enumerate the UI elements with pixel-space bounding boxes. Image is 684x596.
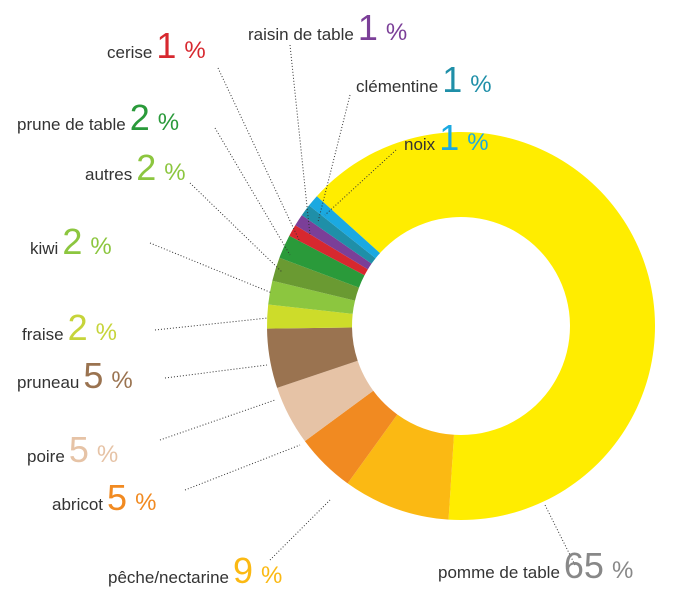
unit-label: %	[261, 562, 282, 589]
category-label: pomme de table	[438, 563, 560, 582]
leader-line	[149, 242, 273, 294]
category-label: pêche/nectarine	[108, 568, 229, 587]
category-label: kiwi	[30, 239, 58, 258]
donut-slice	[267, 304, 353, 329]
slice-label: prune de table 2%	[17, 97, 179, 138]
category-label: poire	[27, 447, 65, 466]
value-label: 1	[439, 117, 459, 158]
leader-line	[184, 444, 301, 491]
leader-line	[164, 364, 268, 379]
unit-label: %	[96, 319, 117, 346]
donut-slice	[279, 235, 365, 288]
value-label: 65	[564, 545, 604, 586]
leader-line	[159, 399, 276, 441]
slice-label: abricot 5%	[52, 477, 156, 518]
value-label: 5	[107, 477, 127, 518]
donut-slice	[289, 225, 368, 276]
category-label: abricot	[52, 495, 103, 514]
slice-label: pruneau 5%	[17, 355, 133, 396]
leader-line	[324, 149, 397, 216]
unit-label: %	[90, 233, 111, 260]
slice-label: noix 1%	[404, 117, 489, 158]
unit-label: %	[135, 489, 156, 516]
donut-slice	[268, 280, 356, 314]
leader-line	[217, 67, 301, 243]
value-label: 2	[68, 307, 88, 348]
value-label: 2	[130, 97, 150, 138]
slice-label: poire 5%	[27, 429, 118, 470]
leader-line	[289, 44, 311, 236]
slice-label: pomme de table 65%	[438, 545, 633, 586]
value-label: 5	[69, 429, 89, 470]
slice-label: pêche/nectarine 9%	[108, 550, 282, 591]
value-label: 9	[233, 550, 253, 591]
leader-line	[317, 94, 351, 223]
donut-slice	[267, 327, 358, 388]
donut-slice	[277, 360, 374, 442]
leader-line	[214, 127, 291, 256]
unit-label: %	[158, 109, 179, 136]
unit-label: %	[111, 367, 132, 394]
donut-slice	[309, 196, 380, 259]
category-label: cerise	[107, 43, 152, 62]
value-label: 1	[442, 59, 462, 100]
leader-line	[269, 499, 331, 561]
leader-line	[189, 182, 283, 273]
value-label: 2	[136, 147, 156, 188]
value-label: 1	[156, 25, 176, 66]
donut-slice	[347, 414, 454, 520]
slice-label: kiwi 2%	[30, 221, 112, 262]
unit-label: %	[386, 19, 407, 46]
value-label: 5	[83, 355, 103, 396]
category-label: autres	[85, 165, 132, 184]
category-label: noix	[404, 135, 436, 154]
value-label: 2	[62, 221, 82, 262]
slice-label: fraise 2%	[22, 307, 117, 348]
unit-label: %	[164, 159, 185, 186]
slice-label: clémentine 1%	[356, 59, 492, 100]
slice-label: cerise 1%	[107, 25, 206, 66]
value-label: 1	[358, 7, 378, 48]
donut-slice	[272, 257, 359, 301]
unit-label: %	[97, 441, 118, 468]
category-label: fraise	[22, 325, 64, 344]
leader-line	[544, 504, 576, 566]
donut-slice	[304, 390, 398, 484]
category-label: pruneau	[17, 373, 79, 392]
slice-label: raisin de table 1%	[248, 7, 407, 48]
unit-label: %	[184, 37, 205, 64]
donut-slice	[316, 131, 656, 520]
leader-line	[154, 317, 269, 331]
unit-label: %	[467, 129, 488, 156]
category-label: raisin de table	[248, 25, 354, 44]
unit-label: %	[470, 71, 491, 98]
donut-slice	[295, 215, 372, 270]
slice-label: autres 2%	[85, 147, 186, 188]
category-label: prune de table	[17, 115, 126, 134]
category-label: clémentine	[356, 77, 438, 96]
donut-slice	[301, 205, 376, 264]
unit-label: %	[612, 557, 633, 584]
